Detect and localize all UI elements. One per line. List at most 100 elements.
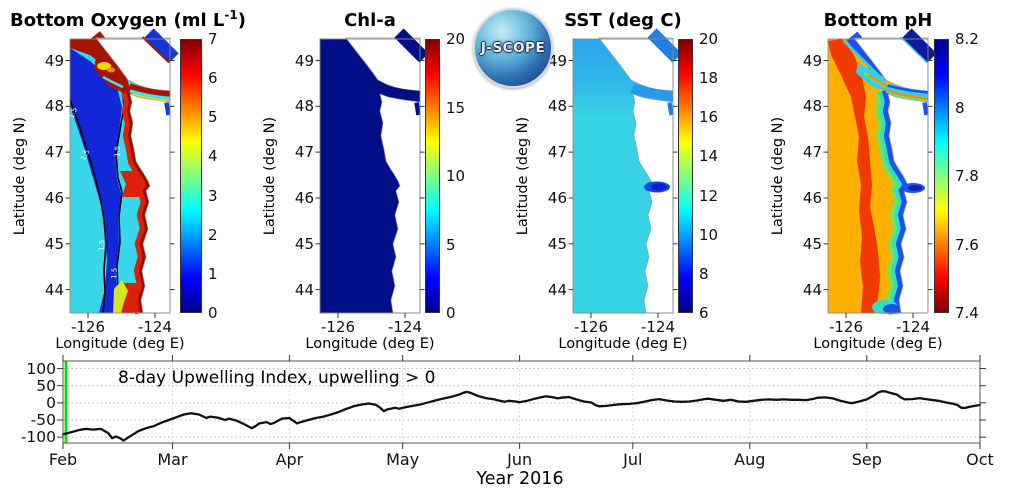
upwelling-timeseries [57,355,986,449]
contour-label: 1.5 [80,148,92,161]
puget-sound [670,103,672,116]
month-tick-label: Feb [48,450,78,469]
lat-tick-label: 46 [547,189,567,207]
y-tick-label: 50 [36,376,56,395]
y-tick-label: -50 [30,411,56,429]
colorbar-tick-label: 20 [446,30,466,48]
lat-tick-label: 44 [802,280,822,299]
colorbar-tick-label: 20 [699,30,719,48]
lat-tick-label: 48 [44,97,64,116]
colorbar-tick-label: 5 [208,108,218,127]
lat-tick-label: 49 [802,51,822,70]
lat-tick-label: 45 [294,234,314,253]
month-tick-label: May [386,450,420,469]
upwelling-title: 8-day Upwelling Index, upwelling > 0 [118,368,436,388]
month-tick-label: Jul [623,450,643,469]
map-sst [568,39,673,318]
contour-label: 1.5 [68,107,79,120]
forecast-start-marker [64,361,68,443]
x-axis-label: Longitude (deg E) [55,336,185,352]
lon-tick-label: -126 [828,318,864,336]
x-axis-label: Longitude (deg E) [558,336,688,352]
colorbar-tick-label: 14 [699,147,719,166]
jscope-logo-text: J-SCOPE [480,40,546,56]
lat-tick-label: 47 [294,143,314,162]
lon-tick-label: -124 [640,318,676,336]
lat-tick-label: 48 [547,97,567,116]
timeseries-x-label: Year 2016 [476,469,564,489]
lat-tick-label: 49 [547,51,567,70]
map-bottom-ph [823,39,928,314]
puget-sound [925,103,927,116]
colorbar-tick-label: 4 [208,147,218,166]
midshelf-low-ph-band [828,39,880,313]
upwelling-plot [57,355,986,449]
colorbar-tick-label: 7 [208,30,218,48]
colorbar-bottom-oxygen [180,39,202,313]
lat-tick-label: 49 [44,51,64,70]
y-tick-label: 0 [46,393,56,412]
month-tick-label: Sep [851,450,882,469]
lat-tick-label: 47 [44,143,64,162]
x-axis-label: Longitude (deg E) [305,336,435,352]
lat-tick-label: 45 [44,234,64,253]
lon-tick-label: -124 [895,318,931,336]
panel-title-sst: SST (deg C) [513,8,733,31]
colorbar-tick-label: 15 [446,98,466,117]
y-tick-label: -100 [20,428,56,447]
colorbar-tick-label: 7.6 [955,235,979,254]
map-chl-a [315,39,420,318]
south-yellow-fringe [113,280,128,313]
entrance-cyan-streak [102,75,124,89]
lat-tick-label: 46 [294,189,314,207]
lat-tick-label: 46 [44,189,64,207]
month-tick-label: Aug [734,450,766,469]
title-text: Chl-a [344,10,396,31]
colorbar-tick-label: 10 [446,167,466,185]
lon-tick-label: -124 [387,318,423,336]
colorbar-tick-label: 6 [699,304,709,322]
title-text: SST (deg C) [564,10,682,31]
south-blue-patch [883,304,901,314]
colorbar-tick-label: 18 [699,69,719,88]
colorbar-bottom-ph [934,39,949,313]
colorbar-tick-label: 6 [208,69,218,88]
lat-tick-label: 47 [547,143,567,162]
lat-tick-label: 48 [294,97,314,116]
colorbar-tick-label: 8.2 [955,30,979,48]
lat-tick-label: 44 [44,280,64,299]
month-tick-label: Oct [966,450,994,469]
vancouver-cyan-edge [842,39,882,79]
colorbar-tick-label: 8 [955,98,965,117]
y-axis-label: Latitude (deg N) [262,116,278,236]
contour-label: 1.5 [98,239,107,251]
colorbar-tick-label: 0 [446,304,456,322]
panel-title-chl-a: Chl-a [260,8,480,31]
lat-tick-label: 49 [294,51,314,70]
colorbar-tick-label: 10 [699,225,719,244]
colorbar-tick-label: 8 [699,264,709,283]
axis-tick-marks [823,60,933,318]
colorbar-sst [678,39,693,313]
axis-tick-marks [57,355,986,449]
axis-tick-marks [568,60,678,318]
panel-title-bottom-oxygen: Bottom Oxygen (ml L-1) [10,8,246,31]
axis-tick-marks [65,60,175,318]
columbia-plume-cold-core [651,183,667,191]
columbia-high-ph-core [908,185,922,191]
puget-sound [417,103,419,116]
lat-tick-label: 45 [802,234,822,253]
colorbar-tick-label: 12 [699,186,719,205]
colorbar-chl-a [425,39,440,313]
upwelling-index-line [61,390,982,442]
colorbar-tick-label: 1 [208,264,218,283]
x-axis-label: Longitude (deg E) [813,336,943,352]
colorbar-tick-label: 7.8 [955,167,979,185]
colorbar-tick-label: 2 [208,225,218,244]
panel-title-bottom-ph: Bottom pH [768,8,988,31]
colorbar-tick-label: 16 [699,108,719,127]
lat-tick-label: 46 [802,189,822,207]
map-bottom-oxygen: 1.5 1.5 1.5 1.5 1.5 [65,39,170,313]
puget-sound [167,103,169,116]
